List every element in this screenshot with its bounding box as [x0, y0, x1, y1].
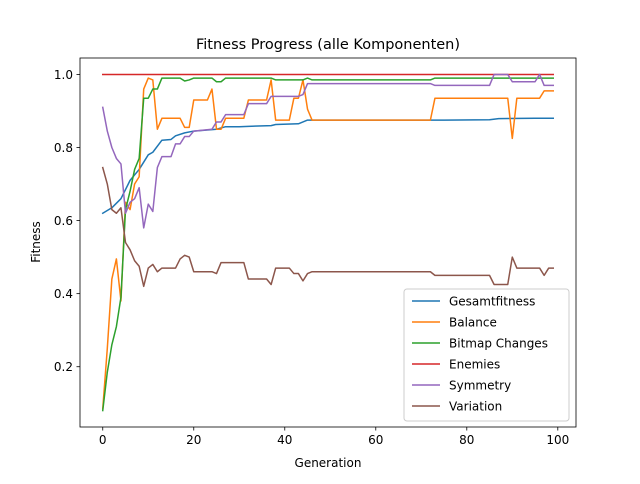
x-tick-label: 20 [186, 433, 201, 447]
y-tick-label: 1.0 [54, 68, 73, 82]
legend-box [403, 288, 570, 422]
legend-label: Variation [449, 400, 502, 414]
series-line-bitmap-changes [101, 77, 554, 412]
x-tick-label: 80 [459, 433, 474, 447]
axes-frame [79, 57, 577, 428]
x-tick-label: 100 [546, 433, 569, 447]
y-tick-label: 0.4 [54, 287, 73, 301]
x-tick-label: 60 [368, 433, 383, 447]
y-axis-label: Fitness [29, 221, 43, 263]
legend-label: Balance [449, 316, 497, 330]
series-line-variation [101, 166, 554, 288]
x-tick-label: 40 [277, 433, 292, 447]
y-tick-label: 0.8 [54, 141, 73, 155]
legend-label: Gesamtfitness [449, 295, 535, 309]
x-tick-label: 0 [99, 433, 107, 447]
legend-label: Symmetry [449, 379, 511, 393]
legend-label: Enemies [449, 358, 500, 372]
x-axis-label: Generation [295, 456, 362, 470]
series-line-symmetry [101, 73, 554, 229]
axes-layer: 0 20 40 60 80 100 0.2 0.4 0.6 0.8 1.0 [54, 57, 577, 447]
legend-label: Bitmap Changes [449, 337, 548, 351]
y-tick-label: 0.6 [54, 214, 73, 228]
series-line-balance [101, 77, 554, 410]
chart-title: Fitness Progress (alle Komponenten) [196, 37, 460, 53]
y-tick-label: 0.2 [54, 360, 73, 374]
series-layer [101, 73, 554, 412]
legend: Gesamtfitness Balance Bitmap Changes Enemie… [403, 288, 570, 422]
